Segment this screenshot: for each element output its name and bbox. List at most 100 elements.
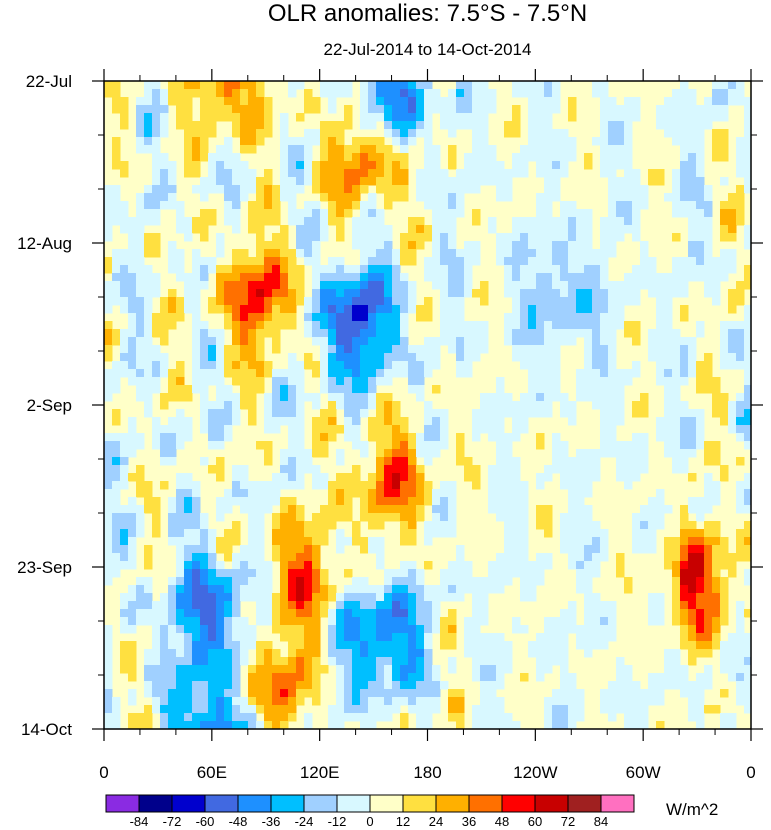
heatmap-cell xyxy=(648,169,657,178)
heatmap-cell xyxy=(408,689,417,698)
heatmap-cell xyxy=(544,697,553,706)
heatmap-cell xyxy=(264,105,273,114)
heatmap-cell xyxy=(384,161,393,170)
heatmap-cell xyxy=(352,465,361,474)
heatmap-cell xyxy=(616,321,625,330)
heatmap-cell xyxy=(280,313,289,322)
heatmap-cell xyxy=(560,481,569,490)
heatmap-cell xyxy=(376,393,385,402)
heatmap-cell xyxy=(536,273,545,282)
heatmap-cell xyxy=(376,681,385,690)
heatmap-cell xyxy=(184,497,193,506)
heatmap-cell xyxy=(672,537,681,546)
heatmap-cell xyxy=(736,337,745,346)
heatmap-cell xyxy=(600,129,609,138)
heatmap-cell xyxy=(440,273,449,282)
heatmap-cell xyxy=(720,593,729,602)
heatmap-cell xyxy=(104,257,113,266)
heatmap-cell xyxy=(152,513,161,522)
heatmap-cell xyxy=(680,449,689,458)
heatmap-cell xyxy=(200,649,209,658)
heatmap-cell xyxy=(232,561,241,570)
heatmap-cell xyxy=(112,81,121,90)
heatmap-cell xyxy=(216,145,225,154)
heatmap-cell xyxy=(600,361,609,370)
heatmap-cell xyxy=(488,401,497,410)
heatmap-cell xyxy=(488,393,497,402)
heatmap-cell xyxy=(208,121,217,130)
heatmap-cell xyxy=(136,465,145,474)
heatmap-cell xyxy=(256,521,265,530)
heatmap-cell xyxy=(144,105,153,114)
heatmap-cell xyxy=(312,233,321,242)
heatmap-cell xyxy=(512,273,521,282)
heatmap-cell xyxy=(552,313,561,322)
heatmap-cell xyxy=(232,537,241,546)
heatmap-cell xyxy=(552,721,561,729)
heatmap-cell xyxy=(688,217,697,226)
heatmap-cell xyxy=(408,513,417,522)
heatmap-cell xyxy=(440,481,449,490)
heatmap-cell xyxy=(104,265,113,274)
heatmap-cell xyxy=(352,673,361,682)
heatmap-cell xyxy=(696,689,705,698)
heatmap-cell xyxy=(216,561,225,570)
heatmap-cell xyxy=(632,705,641,714)
heatmap-cell xyxy=(304,393,313,402)
heatmap-cell xyxy=(296,169,305,178)
heatmap-cell xyxy=(680,105,689,114)
heatmap-cell xyxy=(232,193,241,202)
heatmap-cell xyxy=(152,121,161,130)
heatmap-cell xyxy=(608,193,617,202)
heatmap-cell xyxy=(288,617,297,626)
heatmap-cell xyxy=(584,513,593,522)
heatmap-cell xyxy=(376,473,385,482)
heatmap-cell xyxy=(456,457,465,466)
heatmap-cell xyxy=(248,577,257,586)
heatmap-cell xyxy=(344,193,353,202)
heatmap-cell xyxy=(208,689,217,698)
heatmap-cell xyxy=(296,665,305,674)
heatmap-cell xyxy=(600,537,609,546)
heatmap-cell xyxy=(144,377,153,386)
heatmap-cell xyxy=(704,113,713,122)
heatmap-cell xyxy=(336,289,345,298)
heatmap-cell xyxy=(392,649,401,658)
heatmap-cell xyxy=(264,169,273,178)
heatmap-cell xyxy=(112,289,121,298)
heatmap-cell xyxy=(336,633,345,642)
heatmap-cell xyxy=(224,577,233,586)
heatmap-cell xyxy=(640,281,649,290)
heatmap-cell xyxy=(240,353,249,362)
heatmap-cell xyxy=(632,513,641,522)
heatmap-cell xyxy=(144,97,153,106)
heatmap-cell xyxy=(376,641,385,650)
heatmap-cell xyxy=(488,105,497,114)
heatmap-cell xyxy=(488,657,497,666)
heatmap-cell xyxy=(368,401,377,410)
heatmap-cell xyxy=(480,97,489,106)
heatmap-cell xyxy=(696,105,705,114)
heatmap-cell xyxy=(208,465,217,474)
heatmap-cell xyxy=(352,225,361,234)
heatmap-cell xyxy=(352,337,361,346)
heatmap-cell xyxy=(704,617,713,626)
heatmap-cell xyxy=(352,617,361,626)
heatmap-cell xyxy=(176,265,185,274)
heatmap-cell xyxy=(552,177,561,186)
heatmap-cell xyxy=(424,161,433,170)
heatmap-cell xyxy=(104,441,113,450)
heatmap-cell xyxy=(376,137,385,146)
heatmap-cell xyxy=(120,249,129,258)
heatmap-cell xyxy=(392,185,401,194)
heatmap-cell xyxy=(488,489,497,498)
heatmap-cell xyxy=(168,417,177,426)
heatmap-cell xyxy=(544,657,553,666)
heatmap-cell xyxy=(424,257,433,266)
heatmap-cell xyxy=(448,305,457,314)
heatmap-cell xyxy=(336,681,345,690)
heatmap-cell xyxy=(264,281,273,290)
heatmap-cell xyxy=(160,153,169,162)
heatmap-cell xyxy=(520,353,529,362)
heatmap-cell xyxy=(552,153,561,162)
